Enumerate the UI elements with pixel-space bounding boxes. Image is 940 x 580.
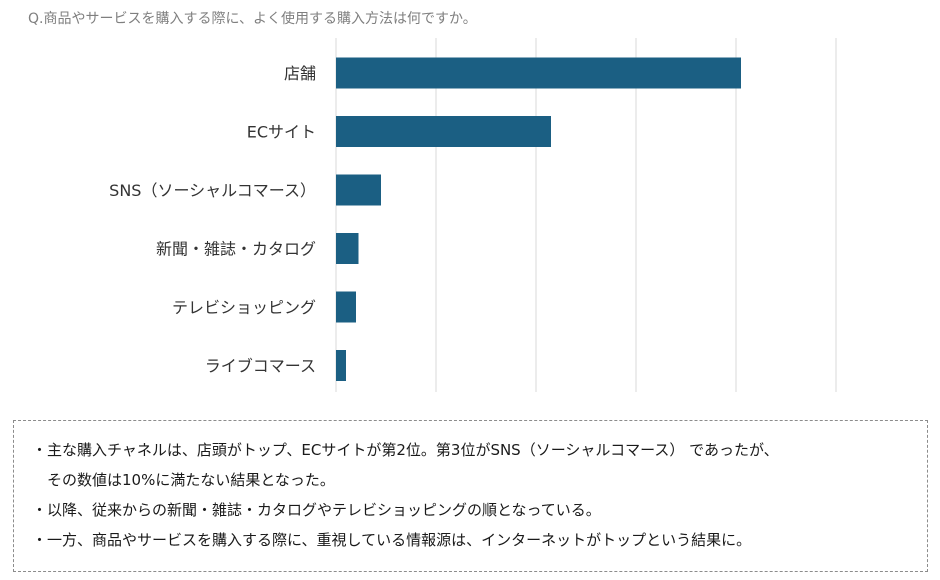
notes-box: ・主な購入チャネルは、店頭がトップ、ECサイトが第2位。第3位がSNS（ソーシャ… bbox=[13, 420, 928, 572]
bar bbox=[336, 233, 359, 264]
bar bbox=[336, 291, 356, 323]
category-label: 店舗 bbox=[284, 64, 316, 83]
note-line: ・一方、商品やサービスを購入する際に、重視している情報源は、インターネットがトッ… bbox=[32, 531, 752, 549]
note-line: その数値は10%に満たない結果となった。 bbox=[32, 471, 335, 489]
category-label: テレビショッピング bbox=[172, 298, 316, 317]
note-line: ・以降、従来からの新聞・雑誌・カタログやテレビショッピングの順となっている。 bbox=[32, 501, 601, 519]
category-label: 新聞・雑誌・カタログ bbox=[156, 240, 316, 259]
category-label: ライブコマース bbox=[205, 357, 316, 376]
bar bbox=[336, 350, 346, 381]
bar bbox=[336, 116, 551, 147]
bar bbox=[336, 174, 381, 206]
category-label: SNS（ソーシャルコマース） bbox=[109, 181, 316, 200]
note-line: ・主な購入チャネルは、店頭がトップ、ECサイトが第2位。第3位がSNS（ソーシャ… bbox=[32, 441, 779, 459]
question-text: Q.商品やサービスを購入する際に、よく使用する購入方法は何ですか。 bbox=[28, 11, 477, 27]
category-label: ECサイト bbox=[247, 123, 316, 142]
bar-chart: 店舗 ECサイト SNS（ソーシャルコマース） 新聞・雑誌・カタログテレビショッピング… bbox=[109, 38, 837, 392]
bar bbox=[336, 57, 741, 89]
